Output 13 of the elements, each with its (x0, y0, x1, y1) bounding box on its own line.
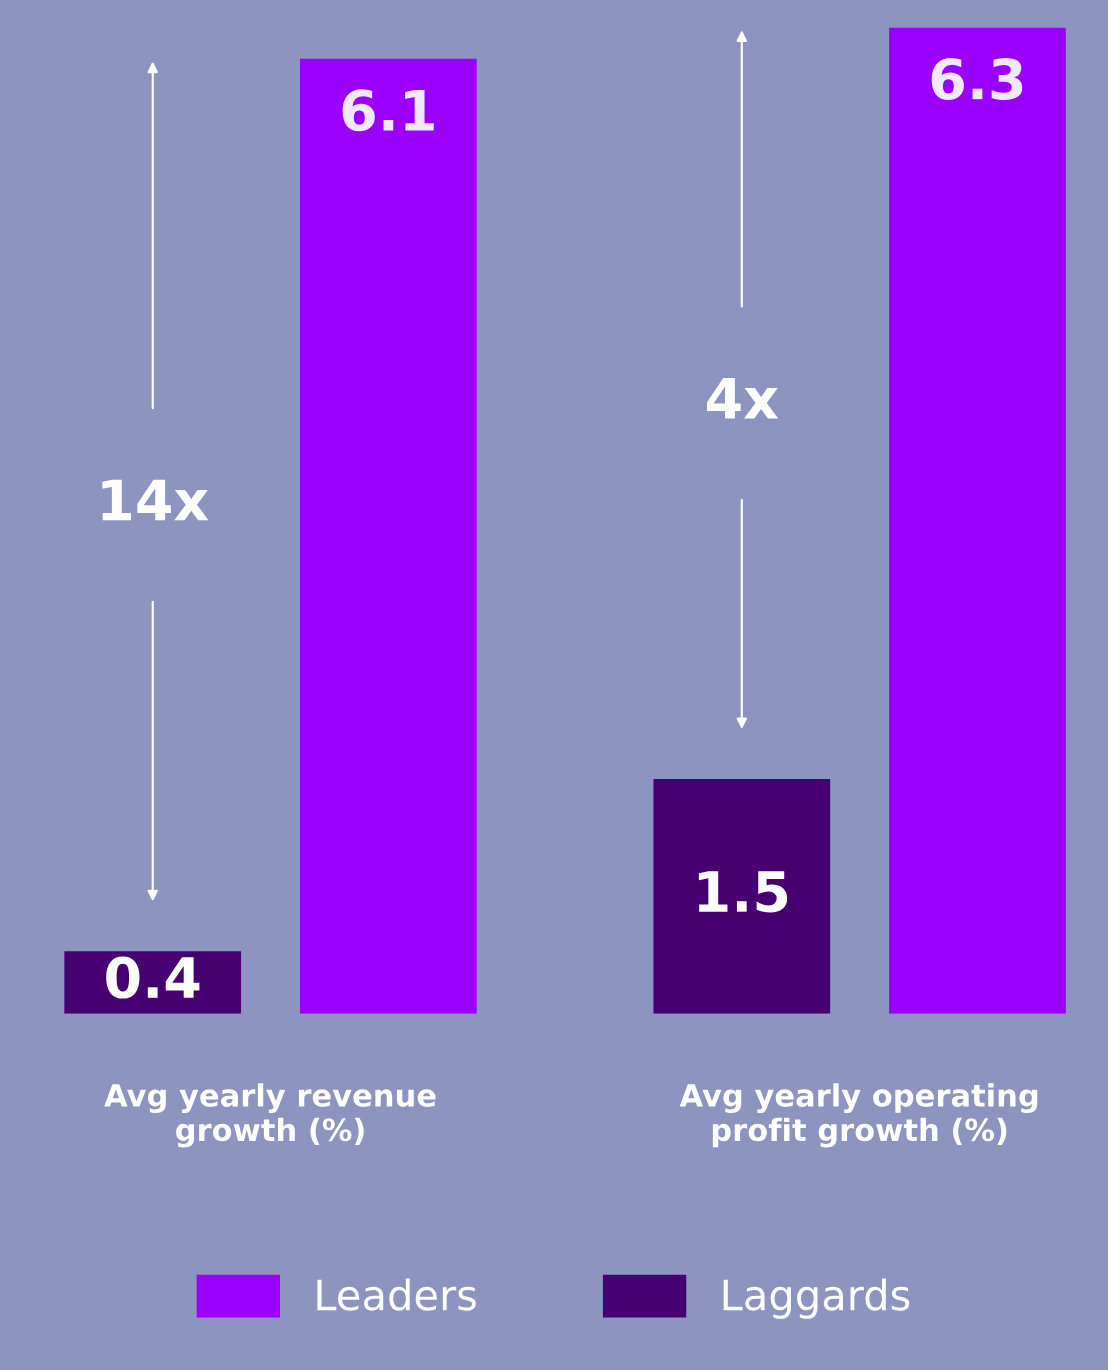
legend-label: Leaders (317, 1278, 476, 1311)
legend-label: Laggards (723, 1278, 910, 1319)
data-label: 6.3 (931, 57, 1023, 100)
x-tick-label: Avg yearly operating profit growth (%) (679, 1083, 1038, 1148)
annotation: 14x (102, 479, 209, 521)
annotation: 4x (707, 378, 779, 419)
data-label: 6.1 (342, 89, 434, 132)
bar (653, 778, 831, 1014)
data-label: 0.4 (106, 956, 200, 999)
x-tick-label: Avg yearly revenue growth (%) (104, 1083, 436, 1148)
bar (299, 58, 477, 1014)
bar (889, 27, 1066, 1014)
data-label: 1.5 (698, 871, 788, 913)
